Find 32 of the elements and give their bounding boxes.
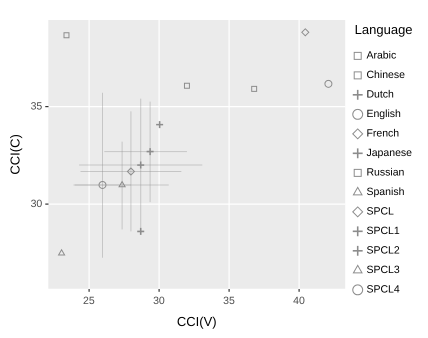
point: [126, 167, 135, 176]
point: [146, 147, 154, 156]
point: [251, 86, 258, 92]
point: [184, 82, 190, 89]
point: [155, 120, 164, 129]
legend-label: Chinese: [366, 69, 406, 82]
legend-label: English: [366, 108, 402, 120]
legend-label: Spanish: [366, 186, 405, 198]
legend-label: SPCL: [366, 206, 394, 218]
point: [118, 180, 126, 188]
x-tick-label: 25: [83, 294, 95, 307]
point: [98, 180, 106, 189]
x-axis-title: CCI(V): [176, 314, 217, 329]
legend-label: Arabic: [366, 50, 396, 62]
legend-label: Dutch: [366, 88, 394, 101]
point: [64, 32, 70, 38]
legend-title: Language: [354, 22, 413, 38]
legend-label: SPCL4: [366, 284, 400, 296]
legend-label: Russian: [366, 166, 405, 179]
legend-label: SPCL2: [366, 244, 400, 257]
x-tick-label: 40: [293, 294, 305, 307]
legend-label: French: [366, 128, 400, 140]
point: [58, 249, 66, 256]
point: [136, 160, 146, 170]
legend-label: Japanese: [366, 147, 412, 160]
point: [301, 28, 310, 36]
point: [324, 80, 332, 88]
y-axis-title: CCI(C): [7, 134, 22, 175]
legend-label: SPCL1: [366, 225, 400, 238]
x-tick-label: 30: [153, 294, 165, 307]
legend-label: SPCL3: [366, 264, 400, 276]
x-tick-label: 35: [223, 294, 235, 307]
